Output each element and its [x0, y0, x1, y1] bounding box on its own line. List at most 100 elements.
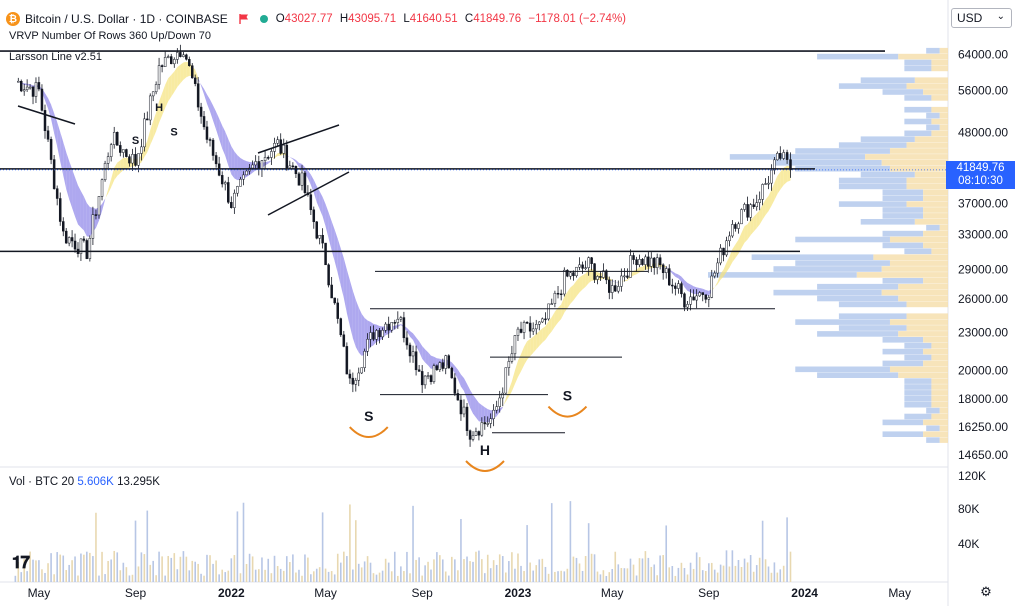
candle-body	[209, 139, 211, 140]
candle-body	[448, 356, 450, 368]
volume-bar	[720, 565, 722, 582]
low-value: 41640.51	[410, 13, 458, 25]
volume-bar	[116, 552, 118, 582]
time-axis-label: Sep	[411, 586, 433, 600]
candle-body	[385, 324, 387, 330]
candle-body	[230, 202, 232, 207]
volume-profile-down-bar	[915, 77, 948, 83]
volume-bar	[481, 559, 483, 582]
candle-body	[224, 182, 226, 184]
tradingview-logo-icon[interactable]: 𝟏𝟕	[12, 553, 29, 573]
larsson-band-down	[694, 286, 697, 294]
volume-bar	[717, 573, 719, 582]
larsson-band-up	[171, 71, 174, 96]
volume-bar	[630, 559, 632, 582]
larsson-band-down	[320, 191, 323, 216]
gear-icon[interactable]: ⚙	[979, 585, 993, 599]
volume-bar	[493, 560, 495, 582]
larsson-band-down	[45, 93, 48, 108]
candle-body	[588, 258, 590, 268]
larsson-band-up	[558, 305, 561, 323]
volume-bar	[65, 570, 67, 582]
volume-bar	[180, 557, 182, 582]
candle-body	[173, 59, 175, 63]
candle-body	[236, 186, 238, 193]
volume-bar	[714, 570, 716, 582]
volume-bar	[614, 552, 616, 582]
volume-bar	[212, 564, 214, 582]
candle-body	[59, 198, 61, 221]
candle-body	[717, 263, 719, 273]
candle-body	[170, 57, 172, 64]
candle-body	[656, 258, 658, 268]
volume-bar	[514, 569, 516, 582]
volume-bar	[138, 566, 140, 582]
volume-bar	[551, 503, 553, 582]
volume-value-2: 13.295K	[117, 476, 160, 488]
volume-profile-down-bar	[890, 367, 948, 373]
larsson-band-down	[359, 307, 362, 355]
candle-body	[623, 276, 625, 277]
candle-body	[340, 319, 342, 335]
larsson-band-up	[120, 158, 123, 173]
time-axis-label: May	[28, 586, 51, 600]
larsson-band-up	[177, 65, 180, 87]
volume-profile-down-bar	[890, 319, 948, 325]
volume-profile-down-bar	[915, 136, 948, 142]
candle-body	[286, 145, 288, 168]
larsson-band-down	[479, 403, 482, 422]
volume-bar	[400, 566, 402, 582]
volume-bar	[687, 574, 689, 582]
volume-bar	[50, 553, 52, 582]
larsson-indicator-label[interactable]: Larsson Line v2.51	[9, 51, 102, 63]
volume-bar	[301, 576, 303, 582]
larsson-band-up	[637, 267, 640, 274]
candle-body	[343, 335, 345, 347]
volume-bar	[388, 563, 390, 582]
candle-body	[313, 210, 315, 222]
candle-body	[418, 370, 420, 372]
flag-icon[interactable]	[238, 13, 250, 25]
volume-bar	[144, 554, 146, 582]
candle-body	[331, 285, 333, 298]
volume-bar	[786, 517, 788, 582]
larsson-band-down	[473, 395, 476, 418]
candle-body	[620, 276, 622, 286]
volume-profile-up-bar	[926, 408, 940, 414]
symbol-title[interactable]: Bitcoin / U.S. Dollar · 1D · COINBASE	[25, 12, 228, 26]
volume-profile-up-bar	[926, 225, 940, 231]
candle-body	[481, 423, 483, 436]
vrvp-indicator-label[interactable]: VRVP Number Of Rows 360 Up/Down 70	[9, 30, 211, 42]
candle-body	[783, 152, 785, 158]
volume-profile-up-bar	[883, 231, 924, 237]
candle-body	[779, 153, 781, 158]
volume-profile-up-bar	[817, 331, 898, 337]
currency-select[interactable]: USD ⌄	[951, 8, 1012, 28]
candle-body	[644, 257, 646, 265]
volume-profile-down-bar	[857, 272, 948, 278]
candle-body	[258, 161, 260, 169]
larsson-band-down	[293, 158, 296, 162]
candle-body	[92, 215, 94, 239]
larsson-band-down	[234, 151, 237, 180]
candle-body	[334, 298, 336, 303]
volume-profile-up-bar	[752, 254, 874, 260]
volume-profile-down-bar	[882, 290, 948, 296]
volume-profile-down-bar	[931, 343, 948, 349]
volume-bar	[421, 576, 423, 582]
larsson-band-down	[410, 331, 413, 340]
volume-bar	[261, 557, 263, 582]
candle-body	[560, 294, 562, 295]
volume-bar	[355, 520, 357, 582]
volume-profile-down-bar	[907, 184, 948, 190]
larsson-band-down	[362, 314, 365, 356]
volume-indicator-label[interactable]: Vol · BTC 20 5.606K 13.295K	[9, 476, 160, 488]
larsson-band-down	[204, 89, 207, 104]
time-axis-label: 2023	[505, 586, 532, 600]
volume-bar	[391, 571, 393, 582]
candle-body	[572, 273, 574, 276]
volume-bar	[243, 503, 245, 582]
larsson-band-up	[735, 240, 738, 258]
